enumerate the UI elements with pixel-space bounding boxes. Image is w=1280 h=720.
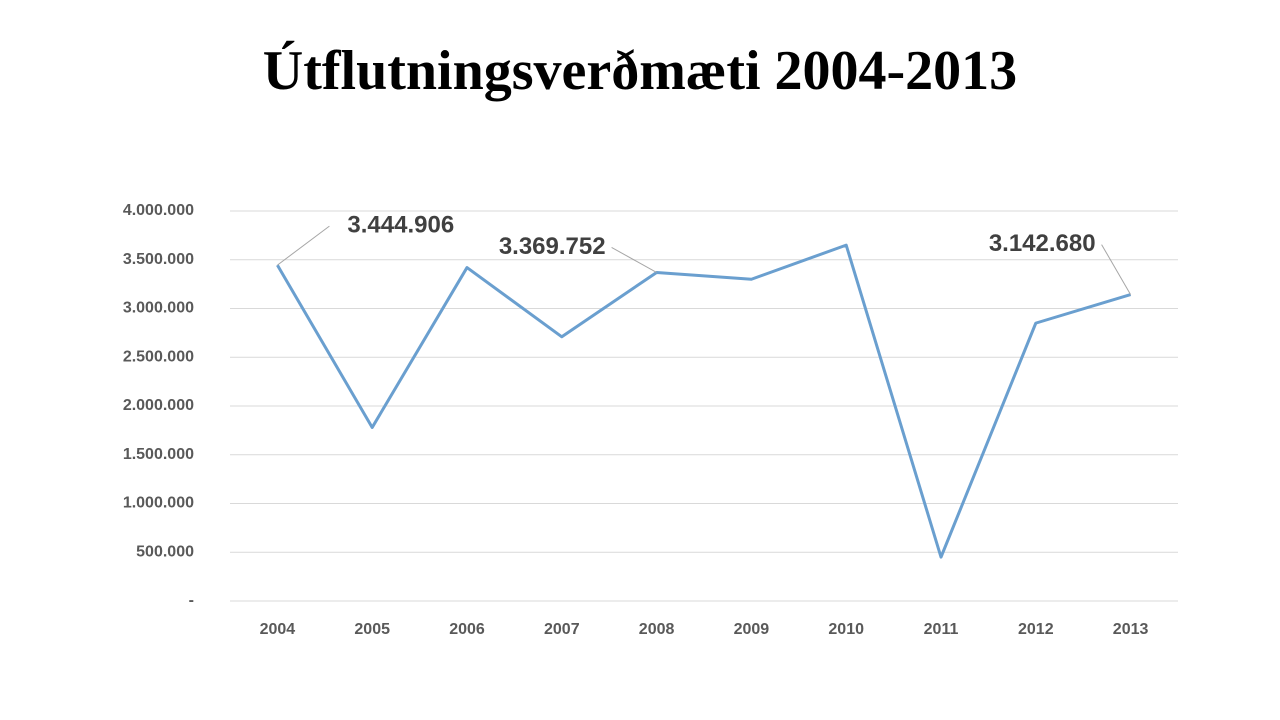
y-tick-label: 3.000.000 <box>123 300 194 317</box>
y-tick-label: 4.000.000 <box>123 202 194 219</box>
leader-line <box>1101 244 1132 295</box>
data-line <box>276 243 1132 559</box>
x-tick-label: 2007 <box>544 621 580 638</box>
y-tick-label: 500.000 <box>136 543 194 560</box>
data-label: 3.142.680 <box>989 230 1096 257</box>
x-tick-label: 2006 <box>449 621 485 638</box>
chart-title: Útflutningsverðmæti 2004-2013 <box>263 40 1017 102</box>
y-tick-label: 1.000.000 <box>123 495 194 512</box>
x-tick-label: 2009 <box>734 621 770 638</box>
x-tick-label: 2011 <box>924 621 959 638</box>
data-label: 3.444.906 <box>347 211 454 238</box>
leader-line <box>611 247 657 273</box>
x-tick-label: 2012 <box>1018 621 1054 638</box>
leader-line <box>277 225 330 266</box>
y-tick-label: 2.000.000 <box>123 397 194 414</box>
x-tick-label: 2008 <box>639 621 675 638</box>
y-tick-label: 1.500.000 <box>123 446 194 463</box>
x-tick-label: 2004 <box>260 621 296 638</box>
y-tick-label: - <box>189 592 194 609</box>
x-tick-label: 2010 <box>828 621 864 638</box>
x-tick-label: 2013 <box>1113 621 1149 638</box>
data-label: 3.369.752 <box>499 233 606 260</box>
y-tick-label: 3.500.000 <box>123 251 194 268</box>
y-tick-label: 2.500.000 <box>123 348 194 365</box>
x-tick-label: 2005 <box>354 621 390 638</box>
